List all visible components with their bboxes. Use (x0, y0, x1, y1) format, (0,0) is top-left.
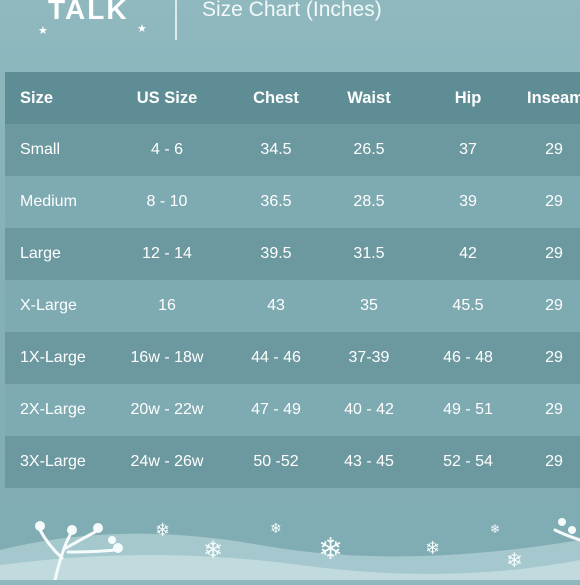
table-cell: 8 - 10 (146, 193, 188, 210)
table-cell: 1X-Large (20, 349, 86, 366)
table-cell: 31.5 (353, 245, 385, 262)
table-cell: 37-39 (348, 349, 390, 366)
table-cell: 43 - 45 (344, 453, 394, 470)
star-icon: ★ (137, 23, 147, 35)
table-cell: 3X-Large (20, 453, 86, 470)
table-cell: 28.5 (353, 193, 385, 210)
table-cell: 16 (158, 297, 176, 314)
table-row: Large 12 - 14 39.5 31.5 42 29 (5, 228, 580, 280)
table-cell: 37 (459, 141, 477, 158)
table-cell: 29 (545, 193, 563, 210)
column-header: Waist (347, 88, 391, 107)
table-cell: 35 (360, 297, 378, 314)
table-cell: 36.5 (260, 193, 292, 210)
table-cell: 24w - 26w (130, 453, 204, 470)
table-cell: 29 (545, 349, 563, 366)
snowy-footer-decoration: ❄ ❄ ❄ ❄ ❄ ❄ ❄ (0, 490, 580, 582)
column-header: Chest (253, 88, 299, 107)
snowflake-icon: ❄ (425, 538, 441, 558)
snowflake-icon: ❄ (155, 520, 171, 540)
snowflake-icon: ❄ (506, 550, 523, 572)
star-icon: ★ (38, 25, 48, 37)
table-cell: 40 - 42 (344, 401, 394, 418)
header-divider (175, 0, 177, 40)
table-cell: 12 - 14 (142, 245, 192, 262)
table-cell: Medium (20, 193, 77, 210)
table-cell: 43 (267, 297, 285, 314)
table-cell: 34.5 (260, 141, 292, 158)
brand-logo: TALK (48, 0, 129, 25)
table-cell: 44 - 46 (251, 349, 301, 366)
table-cell: 26.5 (353, 141, 385, 158)
column-header: Inseam (527, 88, 580, 107)
table-cell: Small (20, 141, 61, 158)
table-row: 3X-Large 24w - 26w 50 -52 43 - 45 52 - 5… (5, 436, 580, 488)
table-cell: 2X-Large (20, 401, 86, 418)
table-cell: 29 (545, 245, 563, 262)
table-cell: 16w - 18w (130, 349, 204, 366)
table-cell: 4 - 6 (150, 141, 183, 158)
snowflake-icon: ❄ (203, 537, 224, 564)
page-title: Size Chart (Inches) (202, 0, 382, 21)
table-cell: 29 (545, 401, 563, 418)
table-cell: 50 -52 (253, 453, 299, 470)
table-cell: X-Large (20, 297, 77, 314)
table-row: X-Large 16 43 35 45.5 29 (5, 280, 580, 332)
table-cell: 52 - 54 (443, 453, 493, 470)
table-row: 2X-Large 20w - 22w 47 - 49 40 - 42 49 - … (5, 384, 580, 436)
table-cell: 20w - 22w (130, 401, 204, 418)
table-cell: 49 - 51 (443, 401, 493, 418)
table-row: Medium 8 - 10 36.5 28.5 39 29 (5, 176, 580, 228)
snowflake-icon: ❄ (270, 520, 282, 536)
column-header: US Size (136, 88, 198, 107)
table-cell: Large (20, 245, 61, 262)
table-cell: 47 - 49 (251, 401, 301, 418)
table-cell: 29 (545, 141, 563, 158)
table-cell: 45.5 (452, 297, 484, 314)
table-row: 1X-Large 16w - 18w 44 - 46 37-39 46 - 48… (5, 332, 580, 384)
snow-hills-illustration (0, 518, 580, 582)
table-cell: 29 (545, 297, 563, 314)
column-header: Size (20, 88, 54, 107)
table-row: Small 4 - 6 34.5 26.5 37 29 (5, 124, 580, 176)
table-cell: 29 (545, 453, 563, 470)
table-cell: 39 (459, 193, 477, 210)
table-cell: 42 (459, 245, 477, 262)
column-header: Hip (454, 88, 482, 107)
table-cell: 46 - 48 (443, 349, 493, 366)
table-cell: 39.5 (260, 245, 292, 262)
snowflake-icon: ❄ (490, 522, 501, 536)
table-header-row: Size US Size Chest Waist Hip Inseam (5, 72, 580, 124)
snowflake-icon: ❄ (318, 533, 344, 566)
page-header: ★ ★ TALK Size Chart (Inches) (0, 0, 580, 50)
